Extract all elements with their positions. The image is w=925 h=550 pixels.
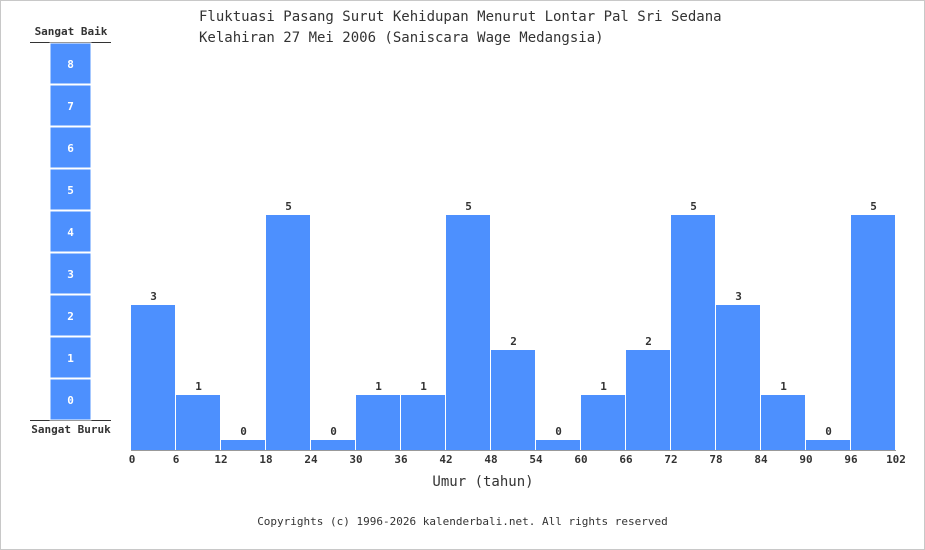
copyright-text: Copyrights (c) 1996-2026 kalenderbali.ne… <box>257 515 668 528</box>
bar <box>806 440 850 450</box>
x-tick-label: 72 <box>664 453 677 466</box>
bar <box>626 350 670 450</box>
chart-title-line-2: Kelahiran 27 Mei 2006 (Saniscara Wage Me… <box>199 30 604 46</box>
bar <box>176 395 220 450</box>
scale-level-label: 1 <box>67 352 74 365</box>
bar-value-label: 1 <box>780 380 787 393</box>
scale-level-box <box>49 126 92 169</box>
x-tick-label: 24 <box>304 453 318 466</box>
bar <box>356 395 400 450</box>
bar-value-label: 5 <box>690 200 697 213</box>
x-tick-label: 54 <box>529 453 543 466</box>
scale-legend: 0 1 2 3 4 5 6 7 8 <box>30 42 111 421</box>
bar <box>311 440 355 450</box>
x-tick-label: 60 <box>574 453 587 466</box>
bar-value-label: 2 <box>645 335 652 348</box>
bar <box>716 305 760 450</box>
x-tick-label: 36 <box>394 453 408 466</box>
scale-level-box <box>49 378 92 421</box>
bar-value-label: 1 <box>600 380 607 393</box>
bar-value-label: 0 <box>555 425 562 438</box>
x-tick-label: 6 <box>173 453 180 466</box>
bar-value-label: 5 <box>465 200 472 213</box>
x-tick-label: 96 <box>844 453 858 466</box>
x-tick-label: 12 <box>214 453 227 466</box>
bar-value-label: 1 <box>375 380 382 393</box>
bar-value-label: 1 <box>420 380 427 393</box>
bar <box>446 215 490 450</box>
bar <box>266 215 310 450</box>
x-tick-label: 18 <box>259 453 272 466</box>
x-tick-label: 42 <box>439 453 452 466</box>
bar-value-label: 0 <box>825 425 832 438</box>
bar <box>491 350 535 450</box>
bar-value-label: 0 <box>240 425 247 438</box>
scale-level-box <box>49 294 92 337</box>
x-tick-label: 48 <box>484 453 497 466</box>
scale-level-label: 7 <box>67 100 74 113</box>
scale-level-box <box>49 336 92 379</box>
bar-value-label: 5 <box>870 200 877 213</box>
x-tick-label: 0 <box>129 453 136 466</box>
scale-level-label: 3 <box>67 268 74 281</box>
bar-value-label: 3 <box>735 290 742 303</box>
scale-level-box <box>49 84 92 127</box>
bar <box>401 395 445 450</box>
bar-value-label: 3 <box>150 290 157 303</box>
bar-value-label: 1 <box>195 380 202 393</box>
x-tick-label: 84 <box>754 453 768 466</box>
scale-top-label: Sangat Baik <box>34 25 108 38</box>
bar <box>221 440 265 450</box>
scale-bottom-label: Sangat Buruk <box>31 423 111 436</box>
scale-level-label: 0 <box>67 394 74 407</box>
x-tick-label: 66 <box>619 453 633 466</box>
bars <box>131 215 895 450</box>
scale-level-label: 6 <box>67 142 74 155</box>
bar <box>536 440 580 450</box>
chart-title-line-1: Fluktuasi Pasang Surut Kehidupan Menurut… <box>199 9 722 25</box>
bar <box>131 305 175 450</box>
x-axis-label: Umur (tahun) <box>432 474 534 490</box>
scale-level-label: 8 <box>67 58 74 71</box>
scale-level-box <box>49 210 92 253</box>
bar-value-label: 5 <box>285 200 292 213</box>
x-tick-label: 78 <box>709 453 722 466</box>
scale-level-box <box>49 252 92 295</box>
scale-level-label: 4 <box>67 226 74 239</box>
bar <box>761 395 805 450</box>
x-tick-label: 90 <box>799 453 812 466</box>
bar <box>851 215 895 450</box>
scale-level-box <box>49 168 92 211</box>
x-tick-label: 30 <box>349 453 362 466</box>
bar-value-label: 0 <box>330 425 337 438</box>
bar <box>581 395 625 450</box>
scale-level-label: 5 <box>67 184 74 197</box>
bar-value-label: 2 <box>510 335 517 348</box>
scale-level-label: 2 <box>67 310 74 323</box>
x-axis-ticks: 0 6 12 18 24 30 36 42 48 54 60 66 72 78 84 90 96 102 <box>129 450 906 466</box>
scale-level-box <box>49 42 92 85</box>
x-tick-label: 102 <box>886 453 906 466</box>
bar <box>671 215 715 450</box>
